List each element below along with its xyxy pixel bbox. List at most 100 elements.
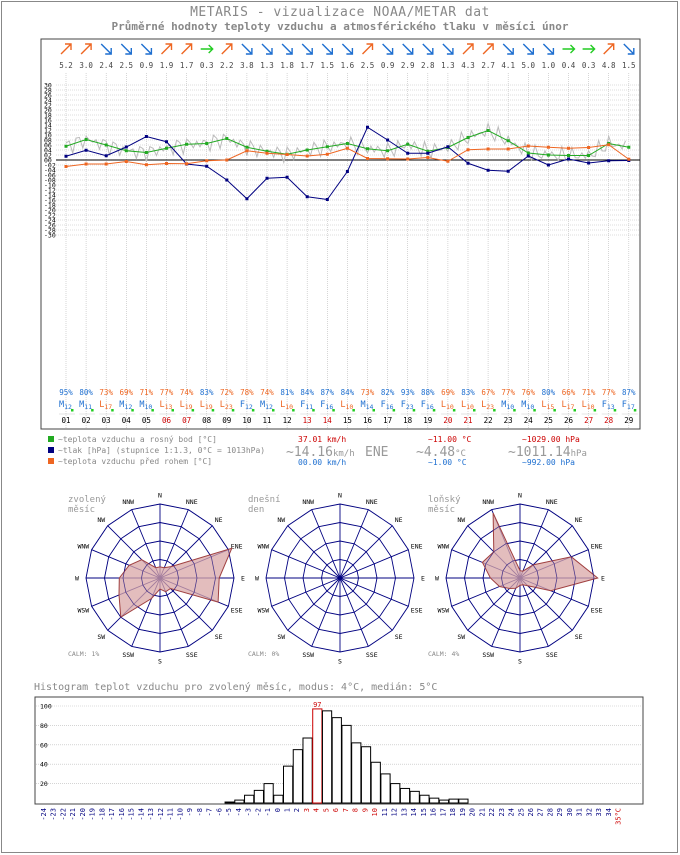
hist-x-tick-label: 9 — [361, 808, 369, 812]
wind-speed-label: 4.3 — [461, 61, 475, 70]
temp-min: ~1.00 °C — [428, 458, 467, 467]
day-label: 06 — [162, 416, 172, 425]
humidity-label: 71% — [140, 388, 154, 397]
rose-direction-label: NW — [457, 516, 465, 524]
front-letter: M — [59, 400, 64, 410]
hist-bar — [302, 737, 313, 804]
wind-arrow-icon — [422, 43, 434, 55]
temp-avg: ~4.48°C — [416, 445, 466, 460]
wind-arrow-icon — [562, 44, 576, 54]
stats-panel: 37.01 km/h ~14.16km/h ENE 00.00 km/h ~11… — [286, 435, 587, 467]
series-point-2 — [567, 146, 570, 150]
wind-arrow-icon — [241, 43, 253, 55]
main-y-tick-label: 04 — [44, 147, 52, 155]
wind-arrow-icon — [402, 43, 414, 55]
rose-direction-label: N — [158, 492, 162, 500]
humidity-label: 82% — [381, 388, 395, 397]
series-point-2 — [104, 162, 108, 166]
wind-direction: ENE — [365, 445, 388, 460]
front-number: 12 — [124, 403, 132, 411]
rose-spoke — [339, 525, 393, 579]
rose-spoke — [339, 549, 409, 579]
series-point-2 — [124, 160, 128, 163]
humidity-label: 83% — [461, 388, 475, 397]
front-label: F16 — [421, 400, 434, 411]
main-y-tick-label: 12 — [44, 127, 52, 135]
series-point-1 — [124, 145, 128, 149]
series-point-2 — [627, 157, 631, 161]
day-label: 05 — [142, 416, 151, 425]
hist-x-tick-label: -2 — [254, 808, 262, 816]
front-letter: F — [320, 400, 325, 410]
hist-x-tick-label: 17 — [439, 808, 447, 816]
humidity-label: 72% — [220, 388, 234, 397]
front-letter: L — [99, 400, 104, 410]
wind-speed-label: 0.4 — [562, 61, 576, 70]
hist-x-tick-label: -1 — [264, 808, 272, 816]
wind-speed-label: 2.2 — [220, 61, 234, 70]
wind-arrow-icon — [502, 43, 514, 55]
hist-x-tick-label: 10 — [371, 808, 379, 816]
series-point-1 — [345, 170, 349, 173]
rose-ring-overlay — [464, 522, 576, 634]
rose-direction-label: E — [241, 575, 245, 583]
rose-direction-label: ENE — [411, 543, 423, 551]
series-point-2 — [144, 163, 148, 167]
rose-direction-label: WNW — [437, 543, 449, 551]
rose-direction-label: ENE — [231, 543, 243, 551]
main-chart-grid — [56, 73, 640, 428]
rose-calm-label: CALM: 4% — [428, 650, 459, 658]
day-label: 15 — [343, 416, 352, 425]
wind-speed-label: 5.0 — [522, 61, 536, 70]
day-label: 11 — [262, 416, 271, 425]
wind-speed-label: 2.7 — [481, 61, 495, 70]
wind-arrow-icon — [161, 43, 173, 55]
rose-direction-label: NE — [215, 516, 223, 524]
front-number: 10 — [346, 403, 354, 411]
rose-direction-label: NNE — [546, 498, 558, 506]
hist-x-tick-label: 31 — [576, 808, 584, 816]
series-point-2 — [185, 162, 189, 166]
series-point-2 — [546, 145, 550, 149]
humidity-label: 74% — [260, 388, 274, 397]
front-marker — [553, 409, 556, 412]
humidity-label: 77% — [602, 388, 616, 397]
series-point-1 — [446, 145, 450, 149]
rose-direction-label: SSE — [546, 651, 558, 659]
hist-mode-label: 97 — [313, 701, 321, 709]
humidity-label: 74% — [180, 388, 194, 397]
rose-direction-label: NNE — [366, 498, 378, 506]
rose-ring-overlay — [141, 559, 179, 597]
front-marker — [573, 409, 576, 412]
series-point-0 — [185, 142, 189, 146]
day-label: 07 — [182, 416, 191, 425]
hist-x-tick-label: -5 — [225, 808, 233, 816]
front-marker — [191, 409, 195, 412]
rose-direction-label: WSW — [77, 606, 89, 614]
series-point-2 — [205, 159, 209, 163]
hist-bar — [341, 724, 352, 804]
front-marker — [171, 409, 174, 412]
hist-bar — [429, 797, 440, 804]
main-y-tick-label: -10 — [44, 182, 56, 190]
hist-x-tick-label: -13 — [147, 808, 155, 821]
front-label: L17 — [562, 400, 575, 411]
main-y-tick-label: -12 — [44, 187, 56, 195]
hist-bar — [399, 787, 411, 804]
series-point-1 — [426, 151, 430, 155]
series-point-0 — [526, 151, 530, 155]
hist-x-tick-label: 1 — [284, 808, 292, 812]
series-point-2 — [245, 149, 249, 153]
series-point-0 — [305, 148, 309, 152]
rose-direction-label: SW — [277, 633, 285, 641]
hist-x-tick-label: -21 — [69, 808, 77, 821]
hist-y-tick-label: 20 — [40, 780, 48, 788]
front-letter: F — [401, 400, 406, 410]
rose-direction-label: E — [601, 575, 605, 583]
hist-x-tick-label: -12 — [157, 808, 165, 821]
hist-x-tick-label: -19 — [89, 808, 97, 821]
main-y-tick-label: -20 — [44, 207, 56, 215]
hist-y-tick-label: 80 — [40, 722, 48, 730]
day-label: 02 — [82, 416, 91, 425]
rose-ring-overlay — [104, 522, 216, 634]
